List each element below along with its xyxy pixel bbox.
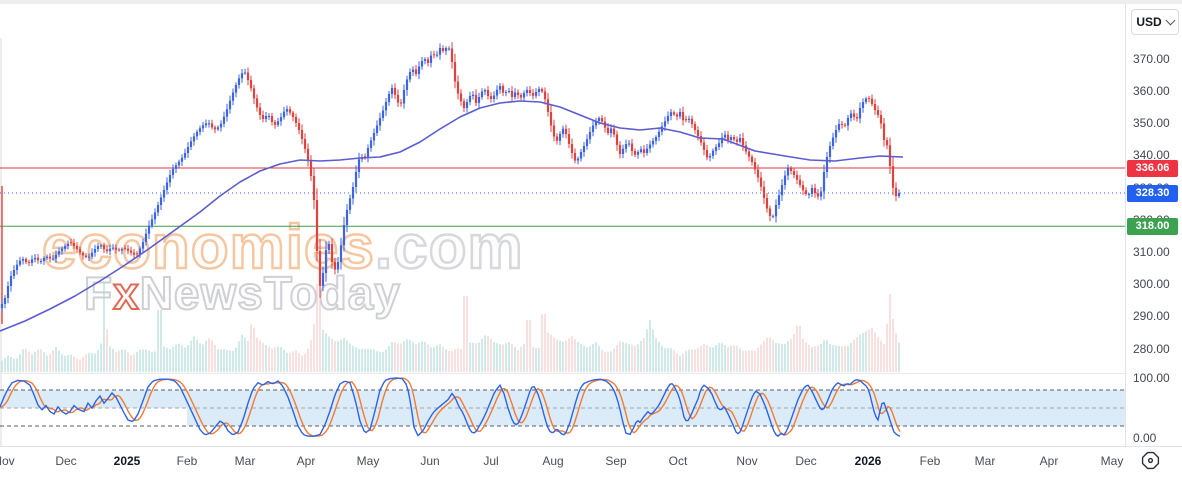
time-axis-month-label: Dec — [55, 454, 77, 468]
price-tick-label: 370.00 — [1133, 51, 1170, 66]
settings-icon[interactable] — [1141, 451, 1160, 470]
price-tick-label: 300.00 — [1133, 277, 1170, 292]
time-axis-month-label: Oct — [668, 454, 688, 468]
time-axis-separator — [0, 446, 1182, 447]
time-axis-month-label: Apr — [1039, 454, 1059, 468]
time-axis-month-label: May — [356, 454, 380, 468]
time-axis-year-label: 2026 — [854, 454, 882, 468]
chevron-down-icon — [1165, 15, 1176, 26]
time-axis-month-label: May — [1100, 454, 1124, 468]
price-level-badge: 336.06 — [1127, 159, 1178, 177]
time-axis-year-label: 2025 — [113, 454, 141, 468]
time-axis-month-label: Mar — [234, 454, 256, 468]
time-axis-month-label: Mar — [974, 454, 996, 468]
currency-label: USD — [1136, 15, 1162, 29]
top-edge-strip — [0, 0, 1182, 4]
price-axis[interactable]: 370.00360.00350.00340.00330.00320.00310.… — [1125, 4, 1182, 447]
price-level-badge: 318.00 — [1127, 217, 1178, 235]
time-axis-month-label: Nov — [736, 454, 758, 468]
price-axis-separator — [1125, 4, 1126, 447]
pane-separator — [0, 373, 1125, 374]
time-axis-month-label: Jul — [483, 454, 499, 468]
watermark-economies: economies.com — [41, 212, 524, 284]
price-tick-label: 280.00 — [1133, 341, 1170, 356]
time-axis-month-label: Jun — [420, 454, 440, 468]
oscillator-tick-label: 100.00 — [1133, 371, 1170, 385]
time-axis-month-label: Dec — [795, 454, 817, 468]
price-tick-label: 310.00 — [1133, 244, 1170, 259]
time-axis-month-label: Feb — [919, 454, 941, 468]
price-tick-label: 340.00 — [1133, 148, 1170, 163]
time-axis-month-label: Feb — [176, 454, 198, 468]
time-axis-month-label: Nov — [0, 454, 15, 468]
time-axis-month-label: Apr — [296, 454, 316, 468]
time-axis-month-label: Sep — [605, 454, 627, 468]
price-level-badge: 328.30 — [1127, 184, 1178, 202]
watermark-fxnewstoday: FxNewsToday — [83, 266, 401, 320]
price-tick-label: 360.00 — [1133, 83, 1170, 98]
time-axis[interactable]: Nov Dec 2025 Feb Mar Apr May Jun Jul Aug Sep Oct Nov… — [0, 447, 1182, 477]
left-edge-strip — [0, 38, 2, 477]
currency-dropdown[interactable]: USD — [1131, 9, 1179, 35]
oscillator-tick-label: 0.00 — [1133, 431, 1157, 445]
price-tick-label: 290.00 — [1133, 309, 1170, 324]
time-axis-month-label: Aug — [542, 454, 564, 468]
price-tick-label: 350.00 — [1133, 116, 1170, 131]
